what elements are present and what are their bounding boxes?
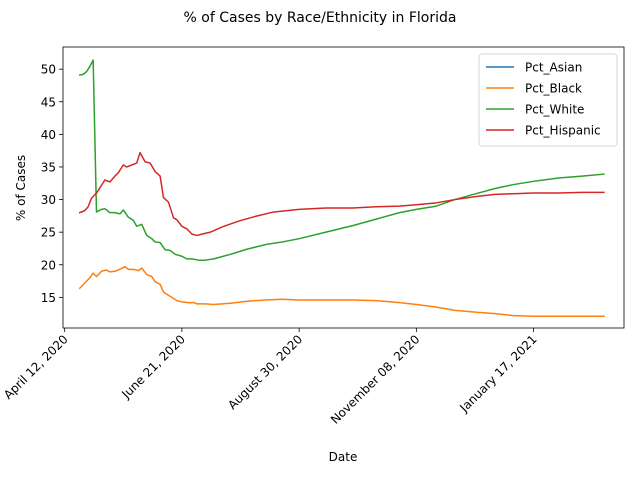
y-tick-label: 45: [41, 95, 56, 109]
legend-label: Pct_Asian: [525, 61, 582, 75]
series-line-pct-white: [78, 59, 605, 261]
y-tick-label: 25: [41, 226, 56, 240]
series-line-pct-hispanic: [78, 151, 605, 237]
y-axis-ticks: 15 20 25 30 35 40 45 50: [41, 63, 63, 305]
axes-frame: [62, 46, 625, 329]
series-lines: [78, 59, 605, 318]
legend-label: Pct_Black: [525, 82, 582, 96]
legend-label: Pct_White: [525, 103, 584, 117]
legend-box: [478, 53, 618, 147]
y-tick-label: 50: [41, 63, 56, 77]
x-axis-label: Date: [329, 450, 358, 464]
series-line-pct-black: [78, 265, 605, 318]
legend: Pct_Asian Pct_Black Pct_White Pct_Hispanic: [478, 53, 618, 147]
y-tick-label: 15: [41, 291, 56, 305]
y-axis-label: % of Cases: [14, 155, 28, 221]
y-tick-label: 30: [41, 193, 56, 207]
y-tick-label: 35: [41, 160, 56, 174]
y-tick-label: 40: [41, 128, 56, 142]
chart-title: % of Cases by Race/Ethnicity in Florida: [184, 10, 457, 26]
legend-label: Pct_Hispanic: [525, 124, 601, 138]
y-tick-label: 20: [41, 258, 56, 272]
